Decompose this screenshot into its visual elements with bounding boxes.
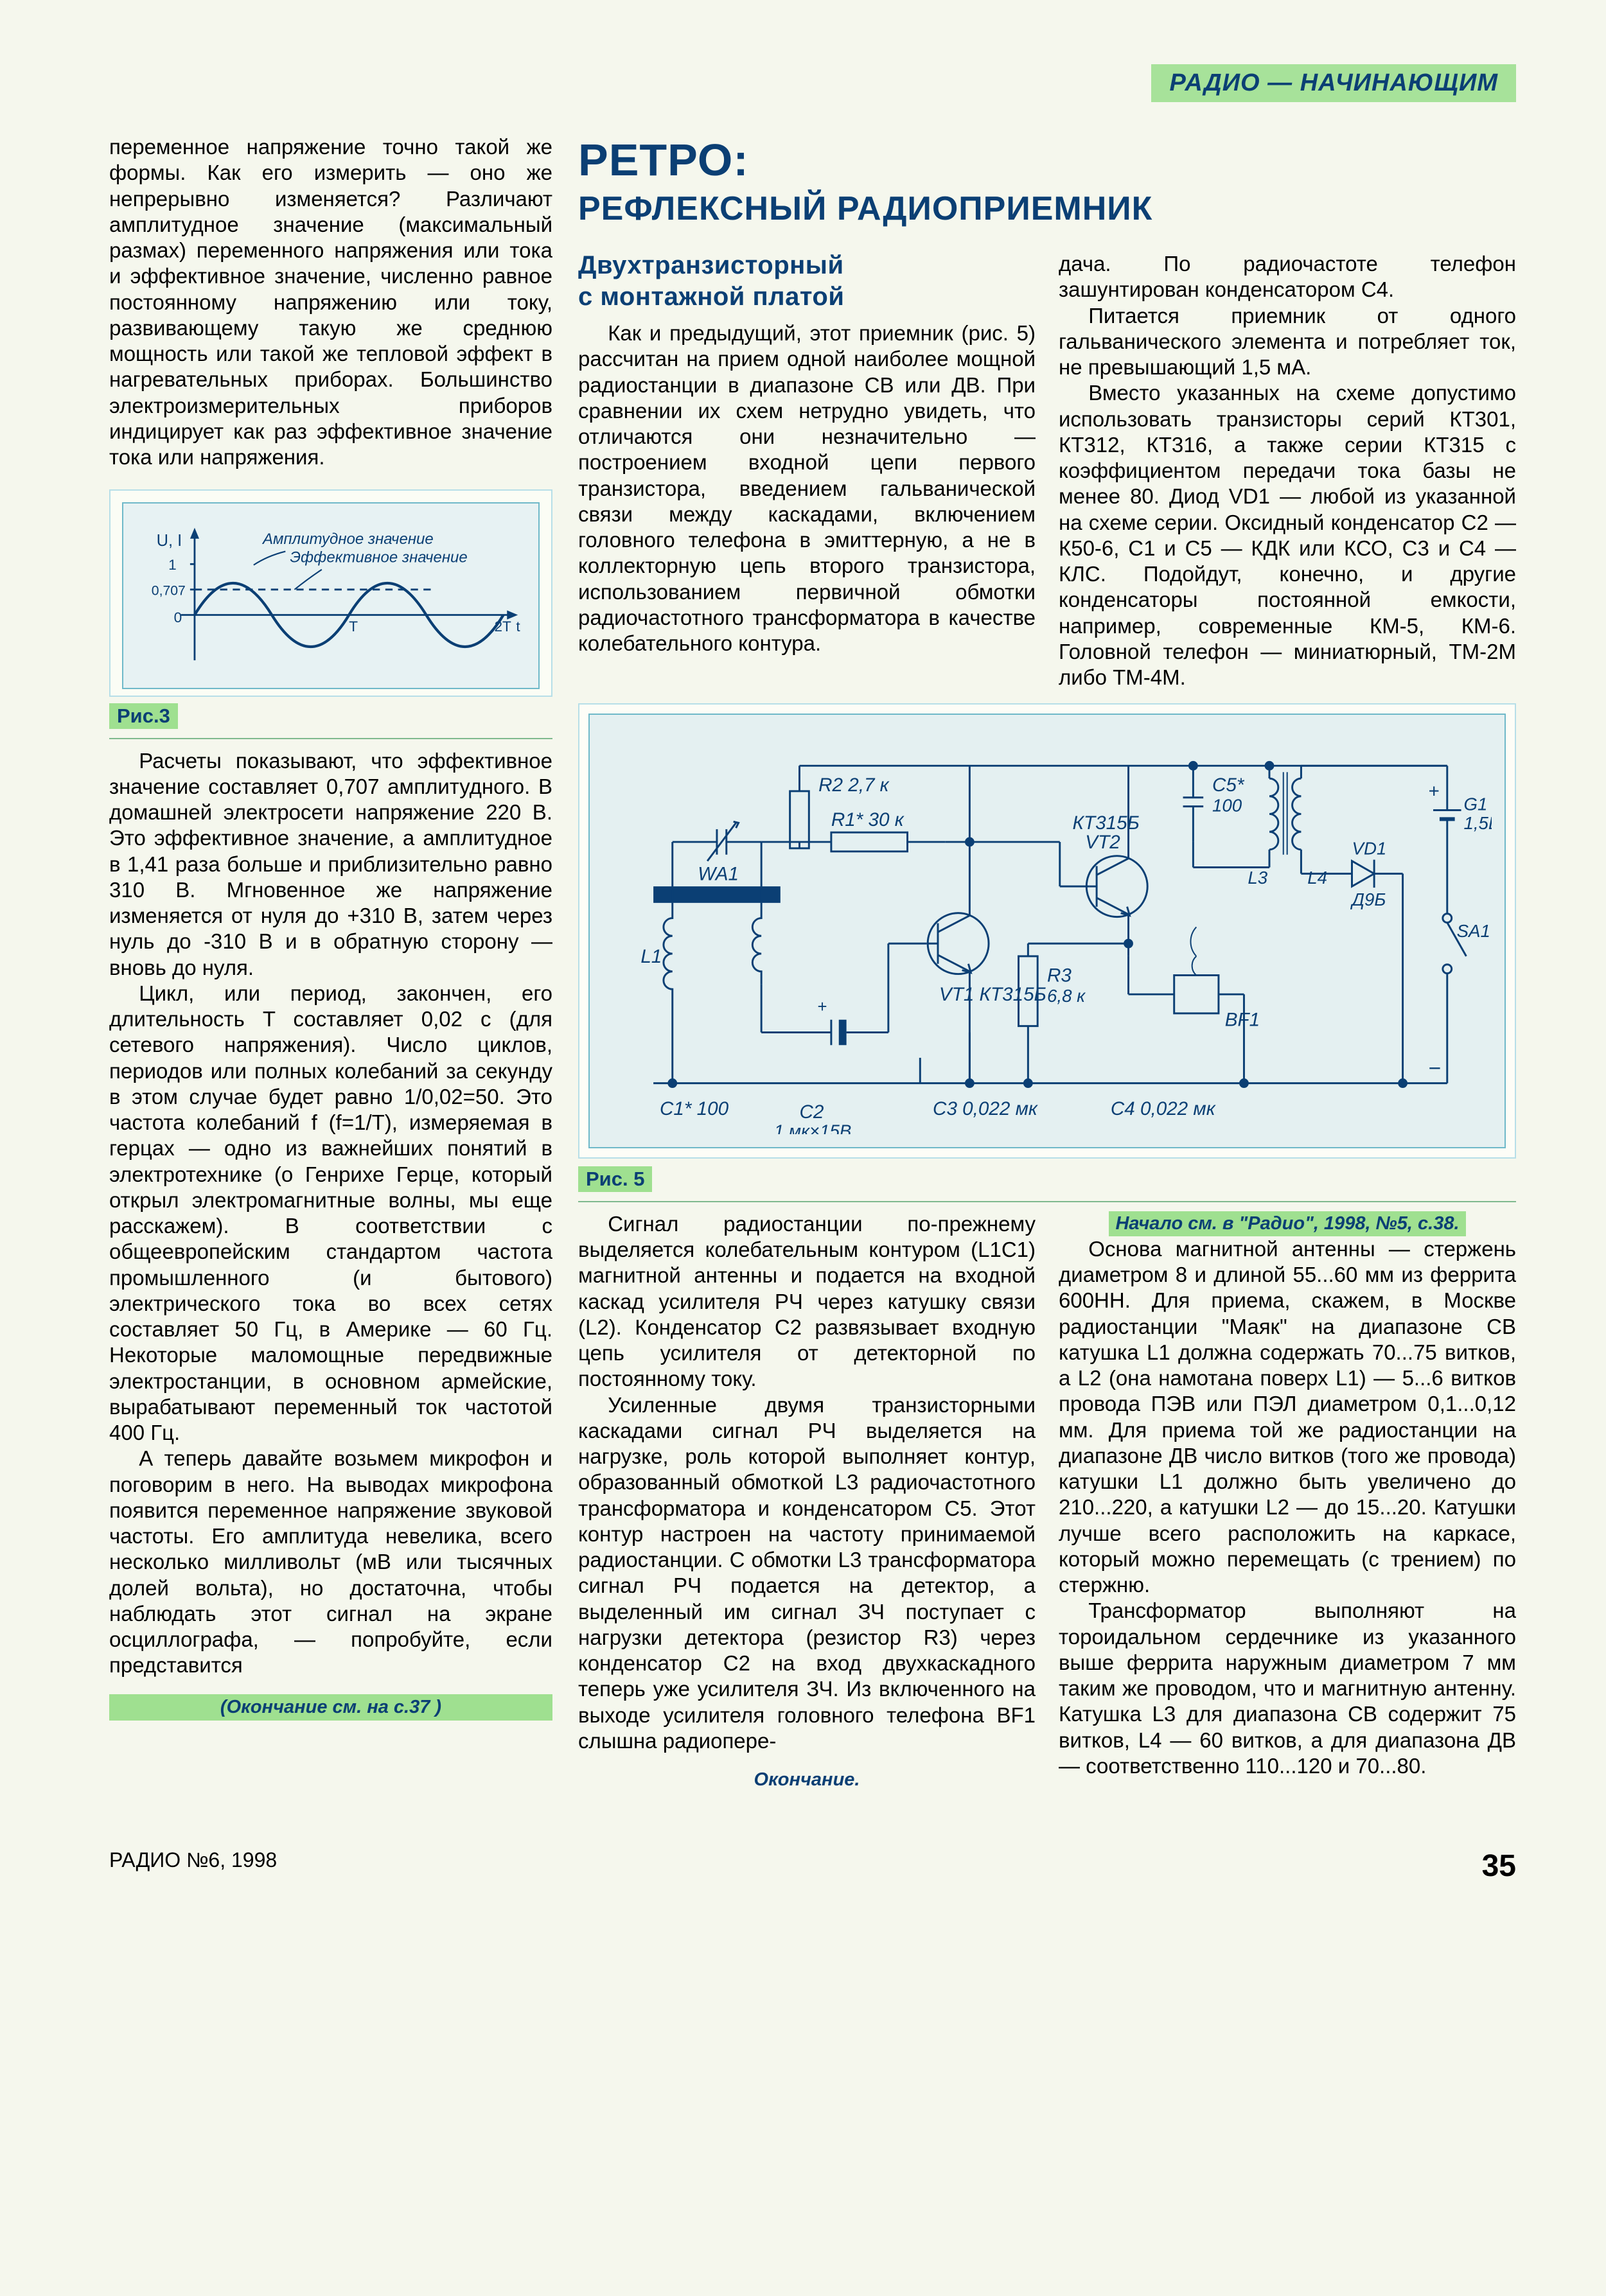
left-para-1: переменное напряжение точно такой же фор… [109, 134, 552, 470]
intro-para-3: Питается приемник от одного гальваническ… [1059, 303, 1516, 381]
svg-text:R3: R3 [1047, 965, 1072, 986]
svg-text:2T: 2T [494, 618, 511, 635]
footer-page-number: 35 [1482, 1848, 1516, 1884]
figure-5-inner: WA1 L1 [588, 714, 1506, 1148]
section-heading-2: с монтажной платой [578, 283, 1036, 311]
svg-text:R1* 30 к: R1* 30 к [831, 809, 904, 830]
right-column: РЕТРО: РЕФЛЕКСНЫЙ РАДИОПРИЕМНИК Двухтран… [578, 134, 1516, 1791]
lower-para-2: Усиленные двумя транзисторными каскадами… [578, 1392, 1036, 1755]
svg-text:R2 2,7 к: R2 2,7 к [818, 775, 890, 796]
svg-text:C1* 100: C1* 100 [660, 1098, 729, 1119]
section-pill: РАДИО — НАЧИНАЮЩИМ [1151, 64, 1516, 102]
svg-text:Д9Б: Д9Б [1350, 889, 1386, 909]
axis-y-label: U, I [157, 532, 182, 550]
left-column: переменное напряжение точно такой же фор… [109, 134, 552, 1791]
article-title-main: РЕТРО: [578, 134, 1516, 186]
section-header: РАДИО — НАЧИНАЮЩИМ [109, 64, 1516, 102]
svg-text:C4 0,022 мк: C4 0,022 мк [1111, 1098, 1216, 1119]
svg-text:0: 0 [174, 609, 182, 626]
figure-3-svg: U, I 1 0,707 0 T 2T t Амплитудное значен… [131, 515, 531, 678]
figure-5-label: Рис. 5 [578, 1166, 652, 1192]
svg-text:C5*: C5* [1212, 775, 1245, 796]
svg-text:G1: G1 [1463, 794, 1487, 814]
lower-para-4: Трансформатор выполняют на тороидальном … [1059, 1598, 1516, 1779]
left-para-4: А теперь давайте возьмем микрофон и пого… [109, 1446, 552, 1678]
left-para-3: Цикл, или период, закончен, его длительн… [109, 981, 552, 1446]
figure-5-rule [578, 1201, 1516, 1202]
svg-text:0,707: 0,707 [152, 584, 186, 599]
svg-text:C3 0,022 мк: C3 0,022 мк [933, 1098, 1038, 1119]
svg-text:T: T [349, 618, 358, 635]
section-heading-1: Двухтранзисторный [578, 251, 1036, 280]
article-title-sub: РЕФЛЕКСНЫЙ РАДИОПРИЕМНИК [578, 189, 1516, 228]
svg-text:VT1 КТ315Б: VT1 КТ315Б [939, 984, 1046, 1005]
svg-text:+: + [1428, 781, 1439, 802]
svg-text:−: − [1428, 1057, 1441, 1081]
svg-text:КТ315Б: КТ315Б [1073, 812, 1140, 834]
svg-text:Амплитудное значение: Амплитудное значение [261, 530, 434, 548]
intro-para-1: Как и предыдущий, этот приемник (рис. 5)… [578, 320, 1036, 656]
svg-text:WA1: WA1 [698, 864, 739, 885]
lower-two-col: Сигнал радиостанции по-прежнему выделяет… [578, 1211, 1516, 1791]
page-footer: РАДИО №6, 1998 35 [109, 1848, 1516, 1884]
svg-text:6,8 к: 6,8 к [1047, 986, 1086, 1006]
lower-para-1: Сигнал радиостанции по-прежнему выделяет… [578, 1211, 1036, 1392]
figure-3-box: U, I 1 0,707 0 T 2T t Амплитудное значен… [109, 489, 552, 696]
svg-text:C2: C2 [799, 1101, 824, 1123]
intro-para-4: Вместо указанных на схеме допустимо испо… [1059, 380, 1516, 690]
svg-text:1 мк×15В: 1 мк×15В [774, 1121, 851, 1134]
svg-text:1,5В: 1,5В [1463, 813, 1492, 833]
svg-text:L1: L1 [640, 946, 662, 967]
svg-text:100: 100 [1212, 796, 1242, 816]
svg-text:VT2: VT2 [1085, 832, 1120, 853]
lower-para-3: Основа магнитной антенны — стержень диам… [1059, 1236, 1516, 1599]
intro-para-2: дача. По радиочастоте телефон зашунтиров… [1059, 251, 1516, 303]
page-columns: переменное напряжение точно такой же фор… [109, 134, 1516, 1791]
svg-text:Эффективное значение: Эффективное значение [290, 549, 467, 566]
intro-two-col: Двухтранзисторный с монтажной платой Как… [578, 251, 1516, 690]
svg-text:BF1: BF1 [1225, 1010, 1260, 1031]
figure-3-inner: U, I 1 0,707 0 T 2T t Амплитудное значен… [122, 502, 540, 688]
svg-text:VD1: VD1 [1352, 839, 1387, 859]
figure-3-label: Рис.3 [109, 703, 178, 729]
svg-text:t: t [516, 618, 520, 635]
footer-issue: РАДИО №6, 1998 [109, 1848, 277, 1884]
figure-5-box: WA1 L1 [578, 703, 1516, 1159]
svg-text:1: 1 [168, 557, 177, 573]
left-para-2: Расчеты показывают, что эффективное знач… [109, 748, 552, 981]
svg-text:L3: L3 [1248, 868, 1267, 888]
svg-text:+: + [817, 998, 827, 1016]
svg-text:SA1: SA1 [1457, 921, 1490, 941]
continuation-note: (Окончание см. на с.37 ) [109, 1694, 552, 1721]
svg-text:L4: L4 [1307, 868, 1327, 888]
figure-5-svg: WA1 L1 [603, 728, 1492, 1134]
figure-3-rule [109, 738, 552, 739]
